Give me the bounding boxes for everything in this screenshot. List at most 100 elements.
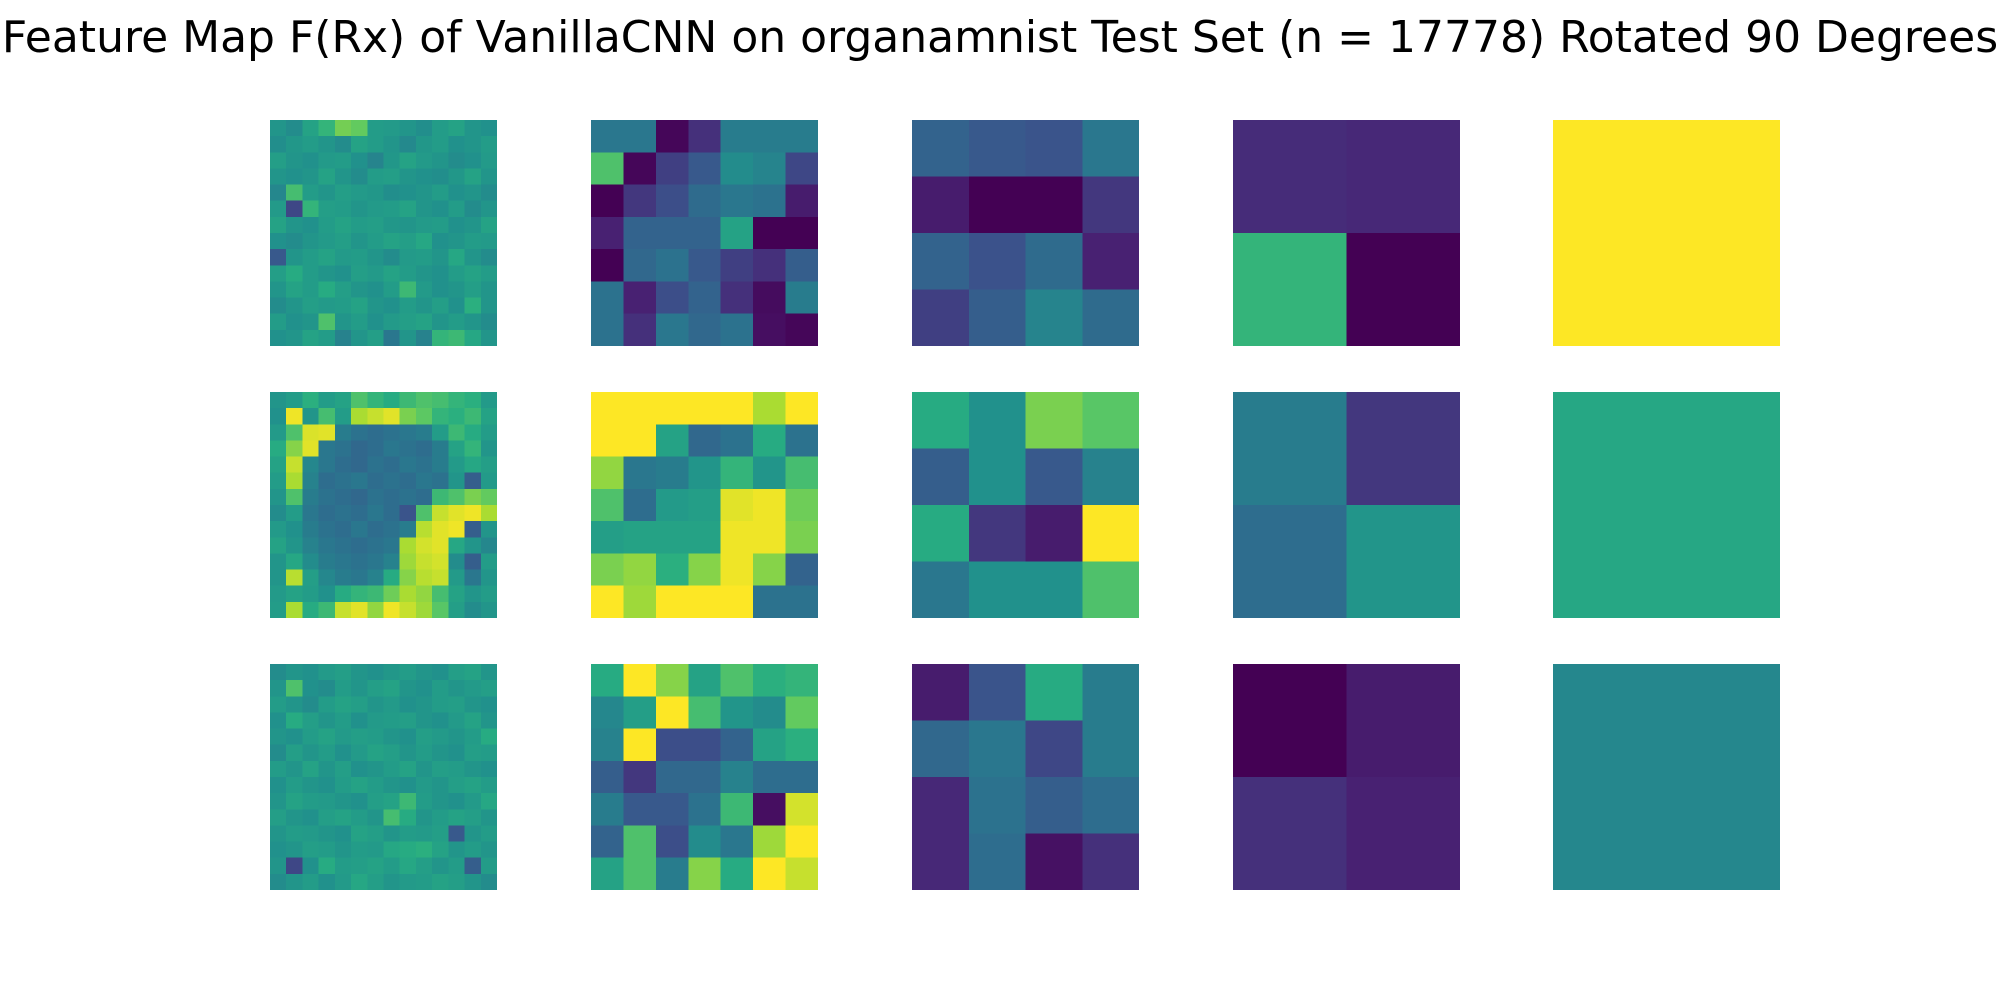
heatmap-cell [912,233,969,290]
heatmap-cell [383,841,400,858]
heatmap-cell [334,825,352,842]
heatmap-cell [623,793,656,826]
heatmap-cell [286,585,303,602]
heatmap-cell [270,857,287,874]
heatmap-cell [432,585,449,602]
heatmap-cell [448,825,465,842]
heatmap-cell [367,537,384,554]
heatmap-cell [399,408,417,425]
heatmap-cell [318,841,335,858]
heatmap-cell [334,712,352,729]
heatmap-cell [351,505,368,522]
heatmap-cell [623,152,656,185]
heatmap-cell [655,456,689,489]
heatmap-cell [286,569,303,586]
heatmap-cell [480,521,497,538]
heatmap-cell [1082,561,1139,618]
feature-map-panel-r1-c4 [1233,120,1460,346]
heatmap-cell [785,696,818,729]
heatmap-cell [655,152,689,185]
heatmap-cell [415,472,433,489]
heatmap-cell [480,744,497,761]
heatmap-cell [785,424,818,457]
heatmap-cell [302,456,319,473]
heatmap-cell [367,488,384,506]
heatmap-cell [432,744,449,761]
heatmap-cell [399,297,417,314]
heatmap-cell [1025,392,1083,449]
heatmap-cell [334,744,352,761]
heatmap-cell [464,488,481,506]
heatmap-cell [399,777,417,794]
heatmap-cell [318,793,335,810]
heatmap-cell [383,825,400,842]
heatmap-cell [432,696,449,713]
heatmap-cell [318,585,335,602]
heatmap-cell [785,216,818,250]
heatmap-cell [688,424,721,457]
heatmap-cell [448,200,465,217]
heatmap-cell [448,777,465,794]
feature-map-panel-r2-c3 [912,392,1139,618]
heatmap-cell [912,833,969,890]
heatmap-cell [1025,833,1083,890]
heatmap-cell [399,569,417,586]
heatmap-cell [753,313,786,346]
heatmap-cell [415,313,433,330]
heatmap-cell [432,200,449,217]
heatmap-cell [448,664,465,681]
feature-map-panel-r3-c5 [1553,664,1780,890]
heatmap-cell [318,216,335,234]
heatmap-cell [318,168,335,185]
heatmap-cell [464,265,481,282]
heatmap-cell [968,833,1026,890]
heatmap-cell [415,440,433,457]
heatmap-cell [334,392,352,409]
heatmap-cell [432,265,449,282]
heatmap-cell [432,281,449,298]
heatmap-cell [785,728,818,761]
heatmap-cell [383,505,400,522]
heatmap-cell [270,136,287,153]
heatmap-cell [383,744,400,761]
heatmap-cell [302,696,319,713]
heatmap-cell [464,777,481,794]
heatmap-cell [415,537,433,554]
heatmap-cell [318,408,335,425]
heatmap-cell [448,585,465,602]
heatmap-cell [286,472,303,489]
heatmap-cell [383,521,400,538]
heatmap-cell [785,152,818,185]
heatmap-cell [270,392,287,409]
heatmap-cell [367,664,384,681]
heatmap-cell [351,841,368,858]
heatmap-cell [367,585,384,602]
heatmap-cell [1082,392,1139,449]
heatmap-cell [318,712,335,729]
heatmap-cell [464,408,481,425]
heatmap-cell [623,216,656,250]
heatmap-cell [1233,392,1347,506]
heatmap-cell [464,760,481,778]
heatmap-cell [655,313,689,346]
heatmap-cell [351,696,368,713]
heatmap-cell [464,825,481,842]
heatmap-cell [383,249,400,266]
heatmap-cell [286,728,303,745]
heatmap-cell [270,825,287,842]
heatmap-cell [623,488,656,522]
heatmap-cell [399,553,417,570]
heatmap-cell [383,200,400,217]
heatmap-cell [480,569,497,586]
heatmap-cell [318,392,335,409]
heatmap-cell [480,392,497,409]
heatmap-cell [302,825,319,842]
heatmap-cell [286,456,303,473]
heatmap-cell [432,569,449,586]
heatmap-cell [318,728,335,745]
heatmap-cell [623,120,656,153]
heatmap-cell [302,184,319,201]
heatmap-cell [623,760,656,794]
heatmap-cell [912,176,969,234]
heatmap-cell [912,720,969,778]
